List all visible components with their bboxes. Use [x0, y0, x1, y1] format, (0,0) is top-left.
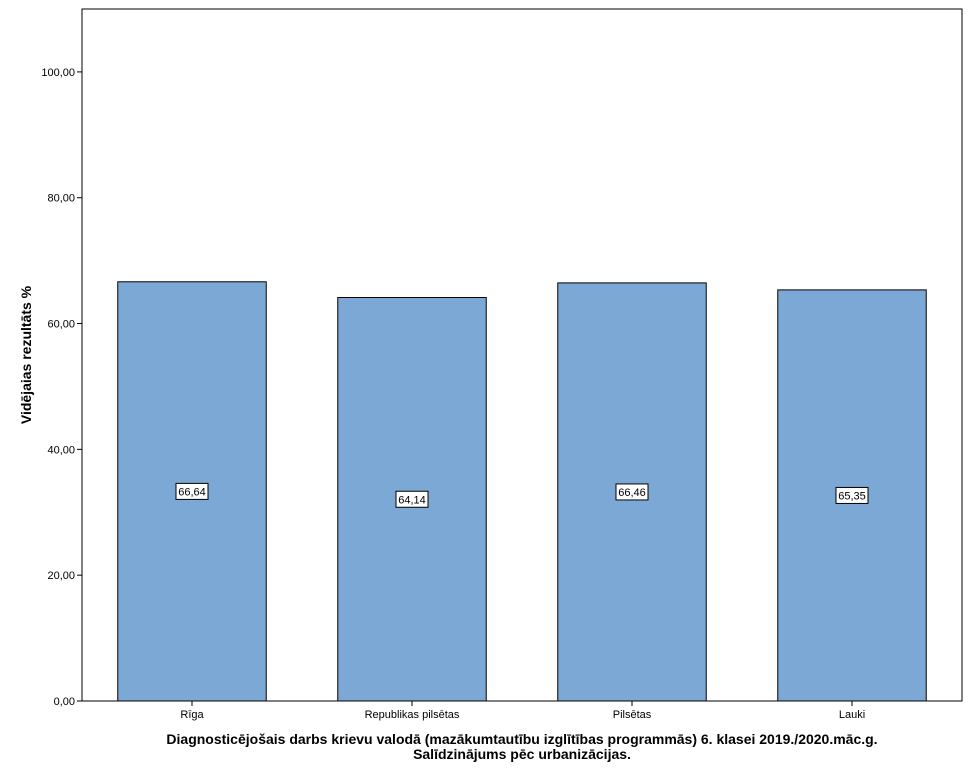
x-tick-label: Pilsētas [613, 709, 652, 721]
y-tick-label: 40,00 [47, 444, 75, 456]
data-label: 66,46 [618, 487, 646, 499]
y-tick-label: 0,00 [54, 696, 75, 708]
data-label: 64,14 [398, 494, 426, 506]
y-tick-label: 60,00 [47, 319, 75, 331]
y-tick-label: 80,00 [47, 193, 75, 205]
y-axis-label: Vidējaias rezultāts % [18, 285, 34, 424]
y-tick-label: 100,00 [41, 67, 75, 79]
x-tick-label: Lauki [839, 709, 865, 721]
data-label-box [615, 483, 649, 501]
y-axis: 0,00 20,00 40,00 60,00 80,00 100,00 [41, 67, 82, 708]
bars: 66,64 64,14 66,46 65,35 [117, 281, 927, 702]
data-label: 66,64 [178, 486, 206, 498]
data-label: 65,35 [838, 490, 866, 502]
x-tick-label: Republikas pilsētas [365, 709, 460, 721]
data-label-box [175, 482, 209, 500]
x-axis-label-line1: Diagnosticējošais darbs krievu valodā (m… [166, 731, 877, 747]
x-axis: Rīga Republikas pilsētas Pilsētas Lauki [180, 701, 865, 721]
y-tick-label: 20,00 [47, 570, 75, 582]
data-label-box [835, 486, 869, 504]
x-axis-label-line2: Salīdzinājums pēc urbanizācijas. [413, 746, 631, 762]
x-tick-label: Rīga [180, 709, 204, 721]
data-label-box [395, 490, 429, 508]
